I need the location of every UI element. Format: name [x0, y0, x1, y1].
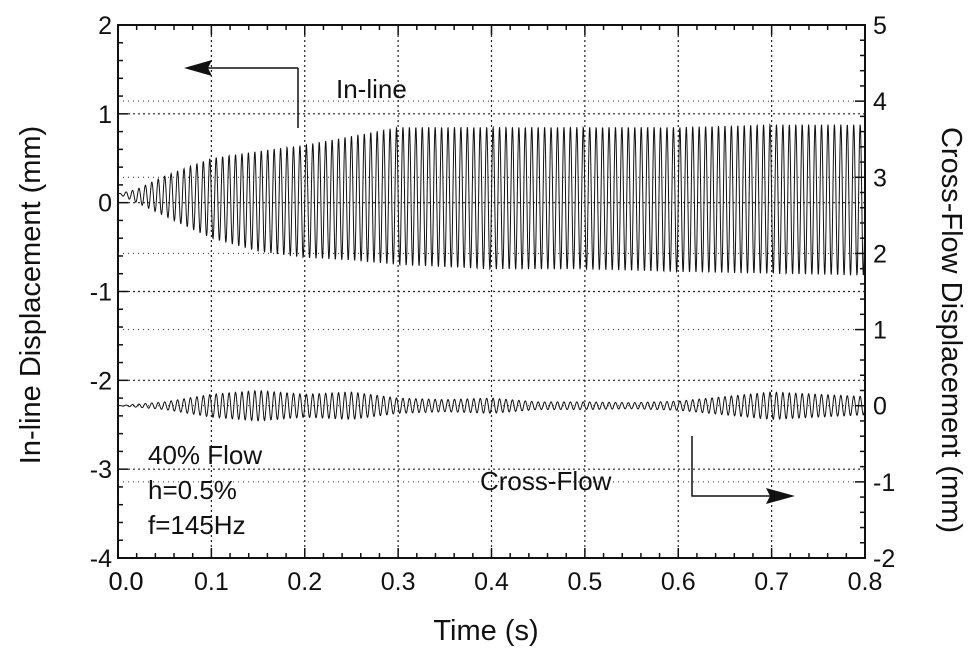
- x-tick-label: 0.6: [661, 568, 696, 596]
- y-left-tick-label: -1: [90, 279, 112, 307]
- x-tick-label: 0.7: [754, 568, 789, 596]
- y-left-tick-label: 1: [98, 101, 112, 129]
- y-right-axis-title: Cross-Flow Displacement (mm): [935, 127, 967, 533]
- y-left-tick-label: -4: [90, 545, 112, 573]
- x-axis-title: Time (s): [433, 615, 538, 647]
- y-right-tick-label: -1: [873, 469, 895, 497]
- y-right-tick-label: 3: [873, 164, 887, 192]
- inline-left-arrow-line: [208, 67, 299, 128]
- y-left-axis-title: In-line Displacement (mm): [15, 126, 47, 464]
- damping-info: h=0.5%: [148, 475, 237, 505]
- axis-indicator-arrows: [184, 60, 795, 504]
- tick-labels: 0.00.0 0.1 0.2 0.3 0.4 0.5 0.6 0.7 0.8210-1-2-3-…: [90, 12, 895, 596]
- y-right-tick-label: 4: [873, 88, 887, 116]
- x-tick-label: 0.8: [848, 568, 883, 596]
- y-left-tick-label: -2: [90, 367, 112, 395]
- inline-series-label: In-line: [336, 74, 407, 104]
- series-layer: [117, 123, 866, 422]
- y-right-tick-label: -2: [873, 545, 895, 573]
- y-right-tick-label: 5: [873, 12, 887, 40]
- y-right-tick-label: 0: [873, 393, 887, 421]
- inline-left-arrowhead-icon: [184, 60, 212, 76]
- frequency-info: f=145Hz: [148, 510, 246, 540]
- x-tick-label: 0.2: [287, 568, 322, 596]
- inline-series-line: [117, 123, 866, 277]
- x-tick-label: 0.4: [474, 568, 509, 596]
- x-tick-label: 0.1: [194, 568, 229, 596]
- crossflow-right-arrowhead-icon: [766, 488, 795, 504]
- y-left-tick-label: -3: [90, 456, 112, 484]
- grid-lines: [118, 25, 865, 558]
- x-tick-label: 0.3: [381, 568, 416, 596]
- crossflow-series-line: [118, 389, 866, 422]
- y-left-tick-label: 2: [98, 12, 112, 40]
- crossflow-series-label: Cross-Flow: [480, 466, 612, 496]
- y-left-tick-label: 0: [98, 190, 112, 218]
- crossflow-right-arrow-line: [691, 436, 770, 497]
- x-tick-label: 0.5: [567, 568, 602, 596]
- flow-info: 40% Flow: [148, 440, 262, 470]
- x-tick-label: 0.0: [109, 568, 144, 596]
- y-right-tick-label: 1: [873, 317, 887, 345]
- y-right-tick-label: 2: [873, 240, 887, 268]
- x-tick-label: 0.0: [109, 568, 144, 596]
